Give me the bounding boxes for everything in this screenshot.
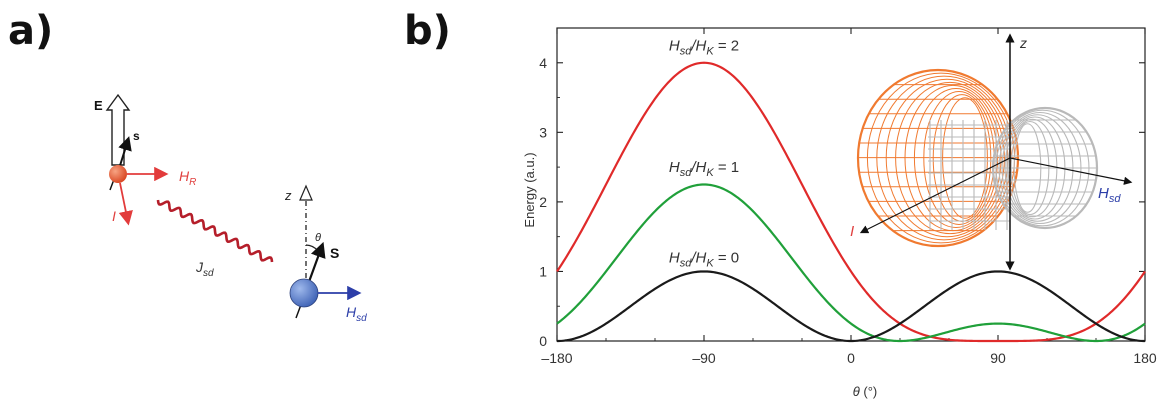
series-line-0 xyxy=(556,270,1146,343)
y-tick-label: 2 xyxy=(539,194,547,210)
label-E: E xyxy=(94,98,103,113)
inset-label-I: I xyxy=(850,223,854,240)
x-tick-label: –180 xyxy=(541,350,572,366)
plot-border xyxy=(556,27,1146,342)
y-axis-ticks: 0 1 2 3 4 xyxy=(539,55,1145,349)
schematic-diagram: E s HR I Jsd z θ S Hsd xyxy=(94,93,367,324)
curve-labels: Hsd/HK = 2 Hsd/HK = 1 Hsd/HK = 0 xyxy=(669,37,739,269)
x-axis-ticks: –180 –90 0 90 180 xyxy=(541,28,1157,366)
curve-label: Hsd/HK = 0 xyxy=(669,250,739,270)
inset-hsd-axis xyxy=(1009,157,1133,185)
label-s: s xyxy=(133,129,140,143)
panel-label-a: a) xyxy=(8,8,54,54)
grey-surface xyxy=(928,106,1099,230)
current-arrow xyxy=(118,182,133,226)
label-I: I xyxy=(112,208,116,224)
label-theta: θ xyxy=(315,232,321,244)
y-tick-label: 4 xyxy=(539,55,547,71)
x-tick-label: –90 xyxy=(692,350,716,366)
inset-3d-surface: z I Hsd xyxy=(850,33,1133,271)
y-tick-label: 3 xyxy=(539,124,547,140)
red-sphere xyxy=(109,165,127,183)
x-tick-label: 0 xyxy=(847,350,855,366)
x-tick-label: 180 xyxy=(1133,350,1157,366)
x-axis-label: θ (°) xyxy=(853,384,878,399)
panel-label-b: b) xyxy=(404,8,451,54)
label-HR: HR xyxy=(179,168,196,188)
curve-label: Hsd/HK = 1 xyxy=(669,159,739,179)
x-tick-label: 90 xyxy=(990,350,1006,366)
label-z: z xyxy=(284,188,292,203)
label-S: S xyxy=(330,245,339,261)
label-Hsd: Hsd xyxy=(346,304,367,324)
series-line-1 xyxy=(556,183,1146,343)
y-axis-label: Energy (a.u.) xyxy=(522,152,537,227)
y-tick-label: 1 xyxy=(539,263,547,279)
energy-curves xyxy=(556,61,1146,343)
plot-frame xyxy=(556,27,1146,342)
exchange-coupling-wave xyxy=(156,199,274,263)
series-line-2 xyxy=(556,61,1146,343)
inset-label-Hsd: Hsd xyxy=(1098,185,1121,205)
inset-i-axis xyxy=(859,157,1011,234)
label-Jsd: Jsd xyxy=(195,259,214,279)
y-tick-label: 0 xyxy=(539,333,547,349)
curve-label: Hsd/HK = 2 xyxy=(669,37,739,57)
inset-label-z: z xyxy=(1019,35,1027,51)
